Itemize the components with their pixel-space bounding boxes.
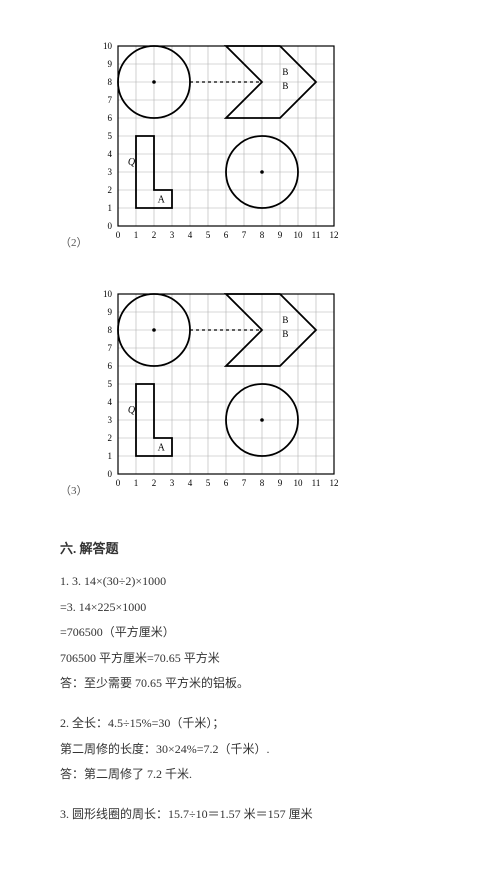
solution-line: =3. 14×225×1000 <box>60 597 440 619</box>
svg-text:3: 3 <box>169 230 174 240</box>
svg-text:3: 3 <box>107 167 112 177</box>
svg-text:4: 4 <box>187 230 192 240</box>
figure-2-grid: 0123456789101112012345678910AQBB <box>96 40 356 260</box>
svg-text:5: 5 <box>107 379 112 389</box>
svg-text:5: 5 <box>205 478 210 488</box>
svg-text:7: 7 <box>107 95 112 105</box>
svg-text:9: 9 <box>277 478 282 488</box>
svg-text:6: 6 <box>107 361 112 371</box>
svg-text:10: 10 <box>293 230 303 240</box>
svg-text:1: 1 <box>133 230 138 240</box>
svg-text:0: 0 <box>107 221 112 231</box>
solution-line: 答：至少需要 70.65 平方米的铝板。 <box>60 673 440 695</box>
svg-text:8: 8 <box>107 325 112 335</box>
svg-text:10: 10 <box>103 289 113 299</box>
svg-text:Q: Q <box>127 405 135 416</box>
solution-2: 2. 全长：4.5÷15%=30（千米）； 第二周修的长度：30×24%=7.2… <box>60 713 440 786</box>
figure-3-label: （3） <box>60 482 88 498</box>
svg-text:6: 6 <box>223 478 228 488</box>
section-title: 六. 解答题 <box>60 538 440 557</box>
svg-text:2: 2 <box>151 478 156 488</box>
svg-text:3: 3 <box>169 478 174 488</box>
svg-text:1: 1 <box>107 451 112 461</box>
svg-text:B: B <box>282 81 288 91</box>
svg-text:8: 8 <box>259 478 264 488</box>
svg-text:B: B <box>282 329 288 339</box>
svg-text:7: 7 <box>107 343 112 353</box>
figure-2-label: （2） <box>60 234 88 250</box>
figure-3-grid: 0123456789101112012345678910AQBB <box>96 288 356 508</box>
svg-text:5: 5 <box>205 230 210 240</box>
svg-text:2: 2 <box>107 185 112 195</box>
svg-text:0: 0 <box>107 469 112 479</box>
svg-text:2: 2 <box>151 230 156 240</box>
grid-svg-3: 0123456789101112012345678910AQBB <box>96 288 356 500</box>
grid-svg-2: 0123456789101112012345678910AQBB <box>96 40 356 252</box>
svg-text:4: 4 <box>107 397 112 407</box>
svg-text:Q: Q <box>127 157 135 168</box>
svg-text:4: 4 <box>187 478 192 488</box>
svg-text:8: 8 <box>259 230 264 240</box>
svg-text:6: 6 <box>223 230 228 240</box>
svg-text:A: A <box>157 443 165 454</box>
svg-text:0: 0 <box>115 478 120 488</box>
figure-3-block: （3） 0123456789101112012345678910AQBB <box>60 288 440 508</box>
svg-text:12: 12 <box>329 230 338 240</box>
solution-3: 3. 圆形线圈的周长：15.7÷10＝1.57 米＝157 厘米 <box>60 804 440 826</box>
svg-text:8: 8 <box>107 77 112 87</box>
solution-line: 3. 圆形线圈的周长：15.7÷10＝1.57 米＝157 厘米 <box>60 804 440 826</box>
solution-line: 1. 3. 14×(30÷2)×1000 <box>60 571 440 593</box>
svg-text:11: 11 <box>311 478 320 488</box>
svg-text:3: 3 <box>107 415 112 425</box>
svg-text:11: 11 <box>311 230 320 240</box>
svg-text:A: A <box>157 195 165 206</box>
svg-text:12: 12 <box>329 478 338 488</box>
svg-text:4: 4 <box>107 149 112 159</box>
svg-text:10: 10 <box>293 478 303 488</box>
solution-line: 第二周修的长度：30×24%=7.2（千米）. <box>60 739 440 761</box>
svg-text:1: 1 <box>133 478 138 488</box>
solution-line: 答：第二周修了 7.2 千米. <box>60 764 440 786</box>
svg-text:9: 9 <box>107 59 112 69</box>
solution-line: =706500（平方厘米） <box>60 622 440 644</box>
solution-line: 2. 全长：4.5÷15%=30（千米）； <box>60 713 440 735</box>
svg-text:10: 10 <box>103 41 113 51</box>
svg-text:B: B <box>282 67 288 77</box>
svg-text:7: 7 <box>241 230 246 240</box>
svg-text:0: 0 <box>115 230 120 240</box>
svg-text:9: 9 <box>277 230 282 240</box>
svg-text:6: 6 <box>107 113 112 123</box>
svg-text:1: 1 <box>107 203 112 213</box>
figure-2-block: （2） 0123456789101112012345678910AQBB <box>60 40 440 260</box>
solution-line: 706500 平方厘米=70.65 平方米 <box>60 648 440 670</box>
svg-text:7: 7 <box>241 478 246 488</box>
svg-text:5: 5 <box>107 131 112 141</box>
solution-1: 1. 3. 14×(30÷2)×1000 =3. 14×225×1000 =70… <box>60 571 440 695</box>
svg-text:2: 2 <box>107 433 112 443</box>
svg-text:9: 9 <box>107 307 112 317</box>
svg-text:B: B <box>282 315 288 325</box>
